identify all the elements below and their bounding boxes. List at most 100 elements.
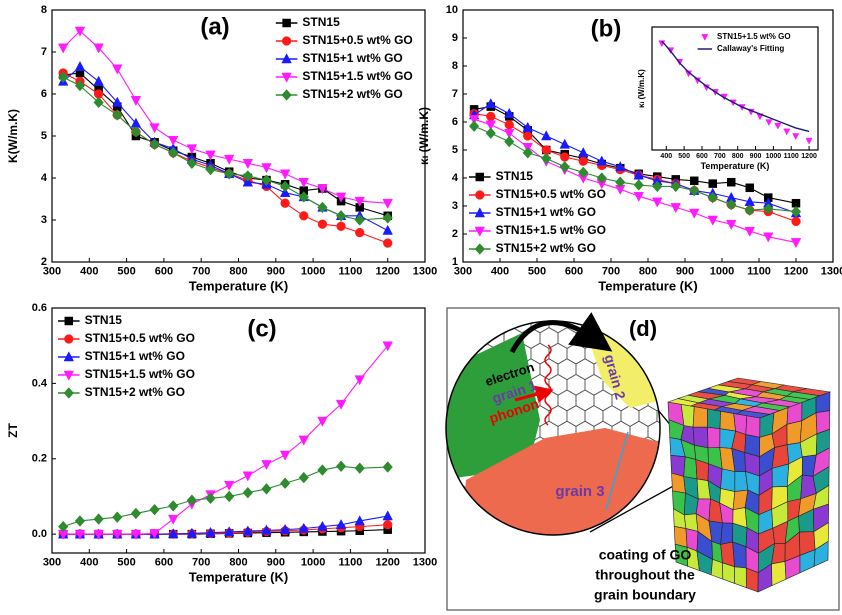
marker xyxy=(168,514,179,525)
phonon-wave xyxy=(544,344,552,426)
marker xyxy=(58,520,69,533)
marker xyxy=(652,197,663,208)
marker xyxy=(74,60,86,71)
legend-label: STN15+2 wt% GO xyxy=(496,241,596,255)
legend-marker xyxy=(64,334,74,344)
marker xyxy=(763,232,774,243)
marker xyxy=(541,130,552,141)
marker xyxy=(596,172,607,184)
grain-cell xyxy=(719,410,736,432)
x-axis-label: Temperature (K) xyxy=(598,279,697,294)
legend-marker xyxy=(475,172,485,182)
marker xyxy=(223,480,235,491)
marker xyxy=(93,43,104,54)
legend-marker xyxy=(281,53,292,64)
y-tick-label: 7 xyxy=(41,46,47,58)
y-tick-label: 7 xyxy=(452,88,458,100)
grain-cell xyxy=(671,472,686,494)
plot-frame xyxy=(51,9,426,263)
x-tick-label: 900 xyxy=(750,153,762,160)
marker xyxy=(774,122,782,130)
x-tick-label: 1300 xyxy=(413,557,437,569)
x-tick-label: 600 xyxy=(696,153,708,160)
marker xyxy=(261,460,272,471)
y-tick-label: 4 xyxy=(452,172,459,184)
legend-label: STN15+0.5 wt% GO xyxy=(85,331,195,345)
marker xyxy=(242,525,254,536)
x-tick-label: 1000 xyxy=(710,266,734,278)
y-tick-label: 4 xyxy=(41,172,48,184)
legend-marker xyxy=(64,316,74,326)
legend-label: STN15+1.5 wt% GO xyxy=(496,223,606,237)
phonon-arrow xyxy=(514,385,554,404)
legend-label: Callaway's Fitting xyxy=(717,44,784,53)
legend-label: STN15 xyxy=(85,313,123,327)
panel-label: (c) xyxy=(247,315,276,342)
y-tick-label: 3 xyxy=(41,214,47,226)
electron-arrow xyxy=(509,312,613,354)
marker xyxy=(523,131,533,141)
x-tick-label: 1100 xyxy=(338,557,362,569)
marker xyxy=(504,107,515,118)
marker xyxy=(689,184,700,197)
panel-label: (d) xyxy=(629,316,657,341)
marker xyxy=(596,155,607,166)
x-tick-label: 900 xyxy=(676,266,694,278)
marker xyxy=(298,191,309,203)
marker xyxy=(261,174,272,186)
y-tick-label: 2 xyxy=(41,256,47,268)
marker xyxy=(708,179,717,188)
grain-3-label: grain 3 xyxy=(555,483,604,500)
legend-marker xyxy=(474,226,486,237)
y-tick-label: 5 xyxy=(452,144,458,156)
marker xyxy=(468,120,480,132)
y-tick-label: 5 xyxy=(41,130,47,142)
plot-frame xyxy=(651,26,819,151)
caption-line: throughout the xyxy=(595,567,695,583)
marker xyxy=(317,184,328,195)
x-tick-label: 1100 xyxy=(338,266,362,278)
x-tick-label: 500 xyxy=(528,266,546,278)
y-tick-label: 9 xyxy=(452,32,458,44)
legend-label: STN15+1.5 wt% GO xyxy=(302,69,412,83)
grain-cell xyxy=(732,541,747,569)
marker xyxy=(74,529,86,540)
x-tick-label: 400 xyxy=(80,266,98,278)
marker xyxy=(354,515,365,526)
x-tick-label: 1200 xyxy=(801,153,817,160)
marker xyxy=(205,150,216,161)
marker xyxy=(223,154,235,165)
legend-label: STN15 xyxy=(496,169,534,183)
marker xyxy=(707,215,718,226)
marker xyxy=(317,520,328,531)
marker xyxy=(130,126,142,138)
marker xyxy=(504,120,514,130)
marker xyxy=(633,169,644,180)
legend-label: STN15+1 wt% GO xyxy=(496,205,596,219)
grain-cell xyxy=(673,526,688,548)
x-tick-label: 800 xyxy=(732,153,744,160)
legend-label: STN15+1 wt% GO xyxy=(85,349,185,363)
marker xyxy=(354,196,365,207)
marker xyxy=(335,192,347,203)
x-tick-label: 400 xyxy=(80,557,98,569)
marker xyxy=(744,204,755,216)
marker xyxy=(765,119,773,127)
marker xyxy=(522,147,533,159)
pointer-line xyxy=(605,431,629,511)
y-tick-label: 0.2 xyxy=(32,453,47,465)
panel-label: (b) xyxy=(591,15,622,42)
x-tick-label: 300 xyxy=(43,557,61,569)
legend-label: STN15+1.5 wt% GO xyxy=(85,367,195,381)
x-tick-label: 800 xyxy=(229,266,247,278)
marker xyxy=(335,518,347,529)
series-line xyxy=(661,40,810,133)
legend-label: STN15+2 wt% GO xyxy=(302,87,402,101)
x-tick-label: 500 xyxy=(117,266,135,278)
caption-line: grain boundary xyxy=(594,587,696,603)
marker xyxy=(689,208,700,219)
legend-marker xyxy=(63,387,74,399)
y-tick-label: 1 xyxy=(452,256,458,268)
marker xyxy=(298,522,309,533)
marker xyxy=(112,64,123,75)
